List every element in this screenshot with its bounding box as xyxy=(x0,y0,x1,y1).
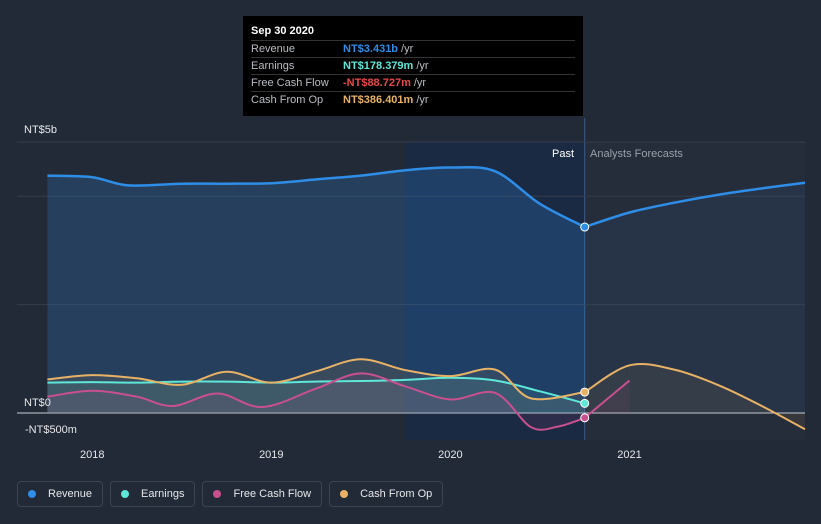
past-label: Past xyxy=(552,148,574,160)
cash-from-op-dot-icon xyxy=(340,490,349,498)
tooltip-label: Free Cash Flow xyxy=(251,77,329,89)
tooltip-label: Revenue xyxy=(251,43,296,55)
revenue-dot-icon xyxy=(28,490,36,498)
tooltip-unit: /yr xyxy=(416,94,429,106)
tooltip-unit: /yr xyxy=(413,77,427,89)
tooltip-label: Cash From Op xyxy=(251,94,324,106)
tooltip-value: NT$178.379m xyxy=(343,60,414,72)
earnings-line xyxy=(47,376,585,405)
legend-label: Revenue xyxy=(48,488,93,500)
tooltip-row-free-cash-flow: Free Cash Flow -NT$88.727m /yr xyxy=(251,74,575,91)
x-tick-label: 2019 xyxy=(259,449,283,461)
earnings-marker xyxy=(580,398,590,408)
forecast-label: Analysts Forecasts xyxy=(590,148,683,160)
legend-item-free-cash-flow[interactable]: Free Cash Flow xyxy=(202,481,323,507)
free-cash-flow-line xyxy=(47,372,586,431)
cash-from-op-forecast-line xyxy=(584,362,806,431)
tooltip-row-revenue: Revenue NT$3.431b /yr xyxy=(251,40,575,57)
earnings-dot-icon xyxy=(121,490,130,498)
revenue-line xyxy=(47,165,586,229)
chart-grid xyxy=(17,141,805,414)
tooltip-value: NT$3.431b xyxy=(343,43,399,55)
x-tick-label: 2020 xyxy=(438,449,462,461)
legend-label: Cash From Op xyxy=(360,488,433,500)
x-tick-label: 2021 xyxy=(617,449,641,461)
cash-from-op-line xyxy=(47,358,585,401)
tooltip-row-cash-from-op: Cash From Op NT$386.401m /yr xyxy=(251,91,575,108)
revenue-marker xyxy=(580,222,590,232)
forecast-band xyxy=(584,142,805,440)
cash-from-op-forecast-area xyxy=(584,363,805,430)
chart-areas xyxy=(47,167,805,430)
revenue-forecast-line xyxy=(584,181,806,229)
legend-item-cash-from-op[interactable]: Cash From Op xyxy=(329,481,444,507)
free-cash-flow-dot-icon xyxy=(213,490,222,498)
y-tick-label: -NT$500m xyxy=(25,424,77,436)
tooltip-unit: /yr xyxy=(401,43,414,55)
tooltip-value: -NT$88.727m xyxy=(343,77,411,89)
highlight-band xyxy=(405,142,585,440)
free-cash-flow-area xyxy=(47,373,585,430)
chart-lines xyxy=(47,165,806,431)
tooltip-row-earnings: Earnings NT$178.379m /yr xyxy=(251,57,575,74)
tooltip-date: Sep 30 2020 xyxy=(251,25,314,37)
tooltip-label: Earnings xyxy=(251,60,295,72)
tooltip-value: NT$386.401m xyxy=(343,94,414,106)
revenue-forecast-area xyxy=(584,182,805,413)
x-tick-label: 2018 xyxy=(80,449,104,461)
legend-label: Earnings xyxy=(141,488,185,500)
cash-from-op-marker xyxy=(580,387,590,397)
x-axis-labels: 2018 2019 2020 2021 xyxy=(80,449,642,461)
chart-markers xyxy=(580,222,590,423)
y-axis-labels: NT$5b NT$0 -NT$500m xyxy=(24,124,77,436)
tooltip: Sep 30 2020 Revenue NT$3.431b /yr Earnin… xyxy=(243,16,583,116)
legend-item-earnings[interactable]: Earnings xyxy=(110,481,196,507)
free-cash-flow-marker xyxy=(580,413,590,423)
chart-bands xyxy=(405,118,805,440)
y-tick-label: NT$0 xyxy=(24,397,51,409)
legend-item-revenue[interactable]: Revenue xyxy=(17,481,104,507)
legend: Revenue Earnings Free Cash Flow Cash Fro… xyxy=(17,481,444,507)
y-tick-label: NT$5b xyxy=(24,124,57,136)
revenue-area xyxy=(47,167,585,413)
legend-label: Free Cash Flow xyxy=(233,488,312,500)
tooltip-unit: /yr xyxy=(416,60,429,72)
